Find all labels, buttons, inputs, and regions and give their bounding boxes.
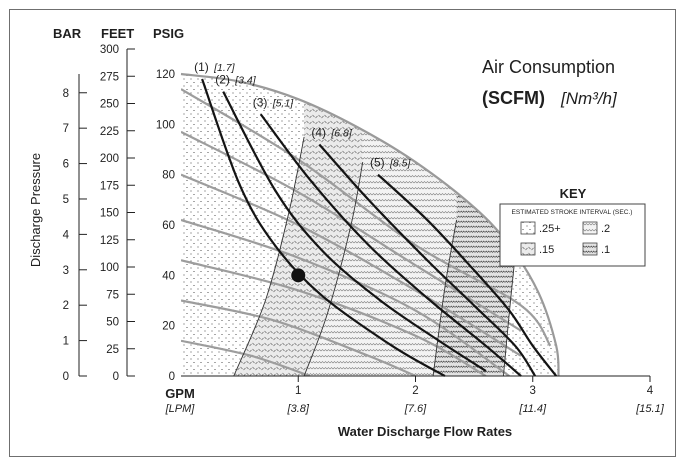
psig-tick-100: 100 <box>156 119 175 131</box>
background-curve-5 <box>181 259 487 376</box>
operating-point-marker <box>291 268 306 283</box>
axes <box>78 48 651 382</box>
bar-tick-1: 1 <box>63 336 69 348</box>
series-line-4 <box>318 143 537 377</box>
air-consumption-curves: (1) [1.7](2) [3.4] (3) [5.1] (4) [6.8] (5) [8.5] <box>194 60 558 377</box>
psig-tick-20: 20 <box>162 321 175 333</box>
feet-tick-275: 275 <box>100 71 119 83</box>
feet-tick-300: 300 <box>100 44 119 56</box>
x-tick-lpm-2: [7.6] <box>404 403 427 415</box>
feet-axis-title: FEET <box>101 26 134 41</box>
feet-tick-25: 25 <box>106 344 119 356</box>
series-label-1: (1) <box>194 60 209 74</box>
x-axis-label: Water Discharge Flow Rates <box>338 424 512 439</box>
bar-axis-title: BAR <box>53 26 82 41</box>
psig-axis-title: PSIG <box>153 26 184 41</box>
feet-tick-225: 225 <box>100 126 119 138</box>
key-label-01: .1 <box>601 244 610 256</box>
background-curve-6 <box>181 299 416 376</box>
tick-labels: 0123456780255075100125150175200225250275… <box>63 44 665 415</box>
background-curve-3 <box>181 173 522 357</box>
feet-tick-175: 175 <box>100 180 119 192</box>
series-nm3h-label-2: [3.4] <box>234 75 257 87</box>
series-label-3: (3) <box>253 95 268 109</box>
series-nm3h-label-1: [1.7] <box>213 62 236 74</box>
x-tick-gpm-3: 3 <box>530 385 536 397</box>
bar-tick-6: 6 <box>63 159 69 171</box>
x-tick-gpm-4: 4 <box>647 385 654 397</box>
feet-tick-250: 250 <box>100 99 119 111</box>
chart-subtitle-bold: (SCFM) <box>482 88 545 108</box>
bar-tick-3: 3 <box>63 265 69 277</box>
x-unit-lpm: [LPM] <box>165 403 196 415</box>
key-swatch-02 <box>582 221 598 235</box>
x-tick-gpm-1: 1 <box>295 385 301 397</box>
x-tick-lpm-1: [3.8] <box>287 403 310 415</box>
series-line-1 <box>201 78 446 377</box>
x-tick-gpm-2: 2 <box>412 385 418 397</box>
feet-tick-125: 125 <box>100 235 119 247</box>
key-swatch-025 <box>520 221 536 235</box>
key-box <box>499 203 646 267</box>
bar-tick-2: 2 <box>63 300 69 312</box>
series-nm3h-label-3: [5.1] <box>272 97 295 109</box>
legend-key: KEY ESTIMATED STROKE INTERVAL (SEC.) .25… <box>499 186 646 267</box>
feet-tick-150: 150 <box>100 208 119 220</box>
chart-title: Air Consumption <box>482 57 615 77</box>
key-label-02: .2 <box>601 223 610 235</box>
feet-tick-75: 75 <box>106 289 119 301</box>
chart-frame <box>9 9 676 457</box>
key-title: KEY <box>560 186 587 201</box>
x-tick-lpm-4: [15.1] <box>635 403 664 415</box>
key-swatch-015 <box>520 242 536 256</box>
key-subtitle: ESTIMATED STROKE INTERVAL (SEC.) <box>511 209 632 216</box>
feet-tick-50: 50 <box>106 317 119 329</box>
series-label-4: (4) <box>311 125 326 139</box>
chart-subtitle-italic: [Nm³/h] <box>560 89 618 108</box>
key-label-015: .15 <box>539 244 554 256</box>
psig-tick-40: 40 <box>162 270 175 282</box>
background-curve-2 <box>181 130 522 332</box>
series-line-5 <box>377 173 558 377</box>
interval-boundary-1 <box>233 136 305 376</box>
region-015 <box>233 74 363 376</box>
series-nm3h-label-5: [8.5] <box>389 158 412 170</box>
key-swatch-01 <box>582 242 598 256</box>
bar-tick-4: 4 <box>63 229 70 241</box>
series-nm3h-label-4: [6.8] <box>330 127 353 139</box>
psig-tick-60: 60 <box>162 220 175 232</box>
series-label-5: (5) <box>370 156 385 170</box>
series-line-2 <box>222 91 487 372</box>
bar-tick-8: 8 <box>63 88 69 100</box>
interval-boundary-3 <box>432 219 457 376</box>
series-label-2: (2) <box>215 73 230 87</box>
operating-envelope <box>180 72 560 377</box>
bar-tick-7: 7 <box>63 123 69 135</box>
psig-tick-80: 80 <box>162 170 175 182</box>
y-axis-label: Discharge Pressure <box>28 153 43 267</box>
psig-tick-0: 0 <box>169 371 175 383</box>
x-tick-lpm-3: [11.4] <box>518 403 547 415</box>
background-curve-7 <box>181 339 311 376</box>
x-unit-gpm: GPM <box>165 386 195 401</box>
feet-tick-0: 0 <box>113 371 119 383</box>
feet-tick-200: 200 <box>100 153 119 165</box>
series-line-3 <box>259 113 522 377</box>
key-label-025: .25+ <box>539 223 561 235</box>
psig-tick-120: 120 <box>156 69 175 81</box>
bar-tick-0: 0 <box>63 371 69 383</box>
feet-tick-100: 100 <box>100 262 119 274</box>
bar-tick-5: 5 <box>63 194 69 206</box>
